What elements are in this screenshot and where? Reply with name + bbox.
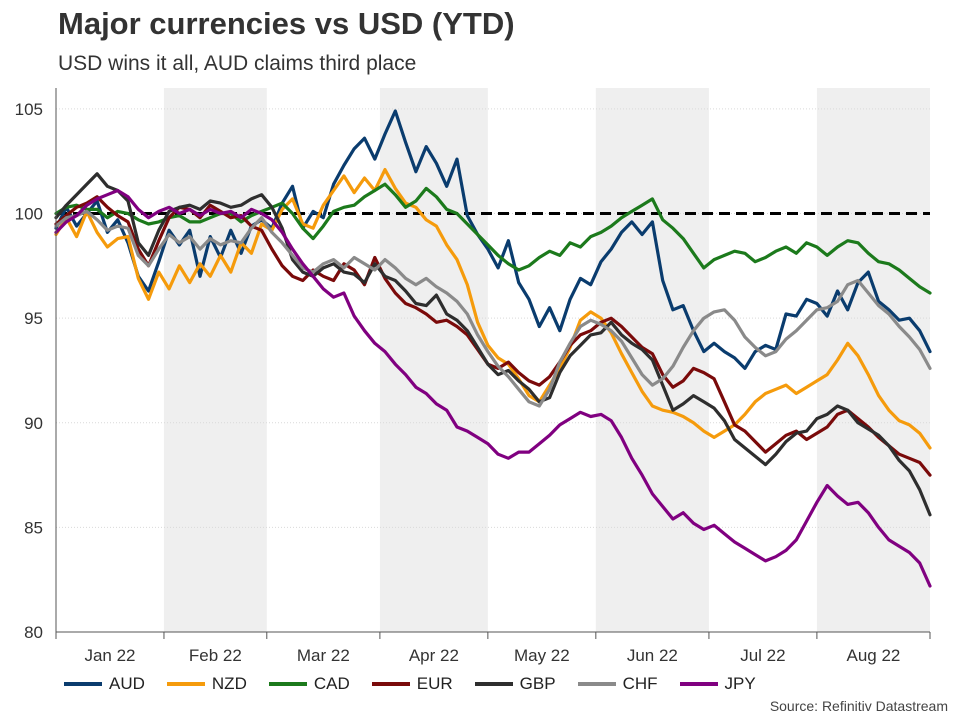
- x-tick-label: Apr 22: [409, 646, 459, 665]
- legend-swatch: [577, 682, 616, 686]
- x-axis-labels: Jan 22 Feb 22 Mar 22 Apr 22 May 22 Jun 22 Jul …: [84, 646, 900, 665]
- x-tick-label: Aug 22: [847, 646, 901, 665]
- y-tick-label: 105: [15, 100, 43, 119]
- legend-label: CAD: [313, 674, 350, 693]
- legend-label: JPY: [724, 674, 756, 693]
- legend-swatch: [371, 682, 410, 686]
- series-line-gbp: [54, 172, 932, 517]
- legend-swatch: [268, 682, 307, 686]
- x-tick-label: May 22: [514, 646, 570, 665]
- x-tick-label: Jul 22: [740, 646, 785, 665]
- series-line-nzd: [54, 168, 932, 450]
- month-bands: [163, 88, 930, 632]
- legend-swatch: [64, 682, 102, 686]
- month-band-apr-22: [379, 88, 488, 632]
- month-band-aug-22: [816, 88, 930, 632]
- series-line-jpy: [54, 188, 932, 588]
- legend-label: NZD: [211, 674, 247, 693]
- y-axis-labels: 80 85 90 95 100 105: [15, 100, 43, 642]
- legend-item-nzd: NZD: [166, 674, 247, 694]
- y-tick-label: 80: [24, 623, 43, 642]
- legend-item-chf: CHF: [577, 674, 658, 694]
- series-line-cad: [54, 182, 932, 295]
- legend-label: GBP: [519, 674, 556, 693]
- legend-item-jpy: JPY: [679, 674, 756, 694]
- series-line-chf: [54, 209, 932, 408]
- x-tick-label: Jan 22: [84, 646, 135, 665]
- axes: [55, 88, 931, 639]
- legend-swatch: [166, 682, 205, 686]
- x-tick-label: Jun 22: [627, 646, 678, 665]
- y-tick-label: 95: [24, 309, 43, 328]
- legend-item-aud: AUD: [64, 674, 145, 694]
- legend: AUD NZD CAD EUR GBP CHF JPY: [64, 670, 778, 698]
- month-band-feb-22: [163, 88, 267, 632]
- legend-item-gbp: GBP: [474, 674, 556, 694]
- chart-title: Major currencies vs USD (YTD): [58, 6, 515, 41]
- legend-label: CHF: [622, 674, 658, 693]
- y-tick-label: 85: [24, 518, 43, 537]
- y-tick-label: 90: [24, 414, 43, 433]
- chart-subtitle: USD wins it all, AUD claims third place: [58, 52, 417, 75]
- x-tick-label: Mar 22: [297, 646, 350, 665]
- source-note: Source: Refinitiv Datastream: [769, 698, 948, 714]
- legend-item-eur: EUR: [371, 674, 453, 694]
- x-tick-label: Feb 22: [189, 646, 242, 665]
- series-layer: [54, 109, 932, 588]
- series-line-aud: [54, 109, 932, 370]
- legend-label: EUR: [416, 674, 453, 693]
- legend-swatch: [474, 682, 513, 686]
- legend-item-cad: CAD: [268, 674, 350, 694]
- legend-label: AUD: [109, 674, 145, 693]
- y-tick-label: 100: [15, 205, 43, 224]
- legend-swatch: [679, 682, 718, 686]
